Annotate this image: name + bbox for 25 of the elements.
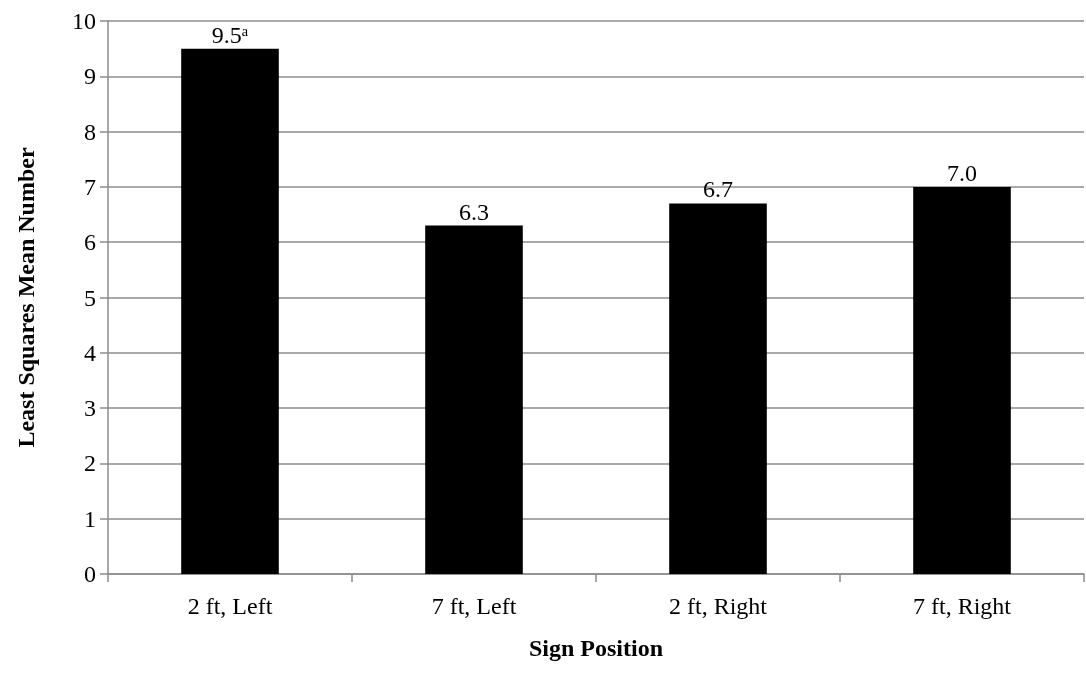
x-tick-label: 7 ft, Right [912,593,1012,619]
x-tick-label: 2 ft, Left [187,593,273,619]
x-axis-title: Sign Position [528,635,664,661]
data-label: 6.7 [703,176,733,203]
data-label: 6.3 [459,198,489,225]
bar [181,48,279,574]
data-label: 9.5ᵃ [211,21,249,48]
y-tick-label: 10 [72,8,96,34]
y-tick-label: 8 [84,118,96,145]
y-tick-label: 1 [84,505,96,532]
x-tick-label: 7 ft, Left [431,593,517,619]
x-tick-label: 2 ft, Right [668,593,768,619]
bar [669,203,767,574]
y-tick-label: 4 [84,339,96,366]
bar [425,225,523,574]
y-tick-label: 7 [84,173,96,200]
y-tick-label: 3 [84,395,96,422]
y-tick-label: 6 [84,229,96,256]
y-axis-title: Least Squares Mean Number [13,147,39,448]
y-tick-label: 2 [84,450,96,477]
bar [913,186,1011,574]
data-label: 7.0 [947,159,977,186]
y-tick-label: 0 [84,561,96,587]
y-tick-label: 9 [84,63,96,90]
y-tick-label: 5 [84,284,96,311]
